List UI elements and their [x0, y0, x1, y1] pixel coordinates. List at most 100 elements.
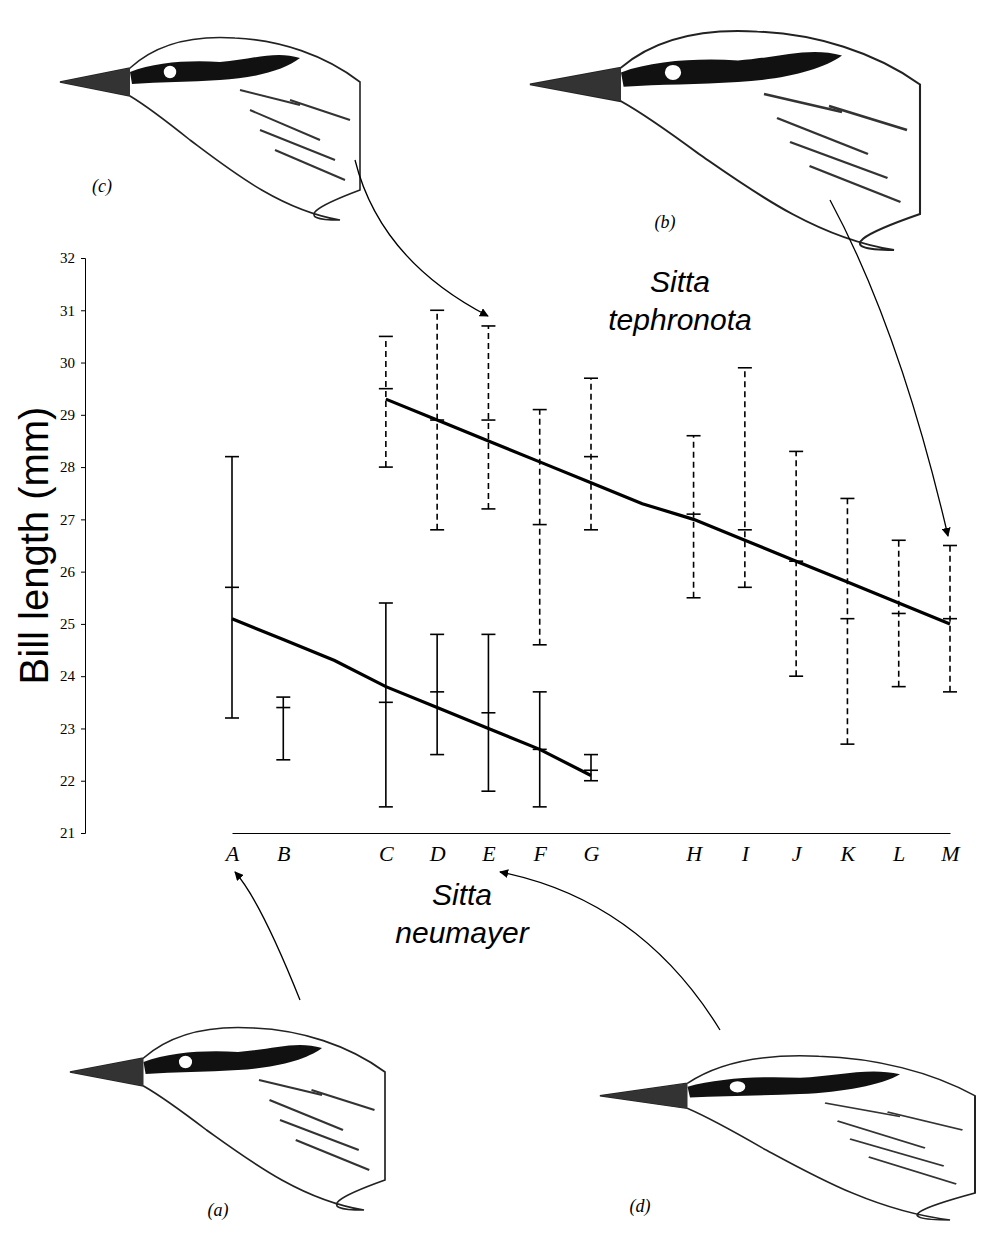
- eye: [664, 64, 682, 81]
- mean-mark: [379, 702, 393, 704]
- y-tick-label: 21: [60, 825, 75, 841]
- y-tick-label: 26: [60, 564, 76, 580]
- y-tick: 22: [60, 773, 85, 789]
- y-tick-mark: [81, 467, 85, 468]
- feather-stroke: [777, 118, 868, 154]
- mean-mark: [738, 529, 752, 531]
- x-tick-label: E: [481, 841, 496, 866]
- y-tick-label: 30: [60, 355, 75, 371]
- mean-mark: [225, 587, 239, 589]
- eye: [178, 1055, 193, 1069]
- range-cap-low: [276, 759, 290, 761]
- series-label-line: Sitta: [650, 265, 710, 298]
- y-tick-mark: [81, 572, 85, 573]
- head-outline: [60, 37, 360, 220]
- range-cap-low: [533, 644, 547, 646]
- beak: [530, 68, 621, 102]
- mean-mark: [584, 456, 598, 458]
- range-line: [795, 451, 797, 676]
- y-tick-label: 31: [60, 303, 75, 319]
- feather-stroke: [296, 1140, 370, 1170]
- y-tick: 21: [60, 825, 85, 841]
- feather-stroke: [312, 1090, 375, 1110]
- x-tick: A: [224, 841, 240, 866]
- eye: [163, 65, 177, 79]
- y-tick-label: 22: [60, 773, 75, 789]
- bird-head-a: [70, 1027, 385, 1210]
- range-line: [590, 378, 592, 530]
- x-tick-label: G: [584, 841, 600, 866]
- x-tick-label: A: [224, 841, 240, 866]
- mean-mark: [481, 712, 495, 714]
- range-cap-high: [533, 409, 547, 411]
- eye-stripe: [621, 52, 842, 87]
- illustration-label: (a): [208, 1200, 229, 1221]
- x-tick-label: K: [840, 841, 857, 866]
- range-cap-low: [584, 780, 598, 782]
- feather-stroke: [290, 100, 350, 120]
- y-tick-mark: [81, 258, 85, 259]
- y-tick: 23: [60, 721, 85, 737]
- y-tick-mark: [81, 310, 85, 311]
- y-tick: 24: [60, 668, 85, 684]
- y-tick-label: 27: [60, 512, 76, 528]
- y-axis: 212223242526272829303132: [60, 250, 86, 841]
- x-tick: J: [792, 841, 803, 866]
- range-cap-low: [687, 597, 701, 599]
- x-tick-label: H: [685, 841, 703, 866]
- series-label: Sittatephronota: [608, 265, 751, 336]
- x-tick-label: M: [940, 841, 961, 866]
- range-cap-low: [584, 529, 598, 531]
- range-cap-low: [943, 691, 957, 693]
- y-axis-title: Bill length (mm): [12, 407, 56, 685]
- range-line: [847, 498, 849, 744]
- range-cap-low: [225, 717, 239, 719]
- x-tick-label: F: [532, 841, 547, 866]
- y-tick-mark: [81, 728, 85, 729]
- range-cap-high: [276, 696, 290, 698]
- x-tick-label: B: [277, 841, 290, 866]
- y-tick-mark: [81, 519, 85, 520]
- x-tick-label: I: [741, 841, 751, 866]
- range-line: [282, 697, 284, 760]
- feather-stroke: [280, 1120, 359, 1150]
- mean-mark: [584, 769, 598, 771]
- mean-mark: [276, 707, 290, 709]
- range-cap-high: [430, 309, 444, 311]
- range-cap-low: [430, 529, 444, 531]
- head-outline: [70, 1027, 385, 1210]
- range-cap-low: [789, 675, 803, 677]
- bird-head-b: [530, 31, 920, 250]
- range-cap-high: [687, 435, 701, 437]
- y-tick-mark: [81, 363, 85, 364]
- x-tick: D: [429, 841, 446, 866]
- feather-stroke: [850, 1139, 944, 1166]
- mean-mark: [533, 524, 547, 526]
- arrow: [830, 200, 948, 536]
- range-cap-low: [379, 466, 393, 468]
- x-axis-line: [233, 833, 951, 834]
- feather-stroke: [838, 1121, 926, 1148]
- x-tick-label: C: [379, 841, 394, 866]
- mean-mark: [379, 388, 393, 390]
- x-tick: H: [685, 841, 703, 866]
- arrow: [500, 872, 720, 1030]
- y-tick-mark: [81, 781, 85, 782]
- feather-stroke: [869, 1157, 957, 1184]
- range-line: [539, 410, 541, 645]
- feather-stroke: [764, 94, 842, 112]
- series-1: [379, 310, 957, 744]
- y-tick: 29: [60, 407, 85, 423]
- feather-stroke: [250, 110, 320, 140]
- range-cap-high: [892, 539, 906, 541]
- range-cap-high: [584, 754, 598, 756]
- mean-mark: [943, 618, 957, 620]
- y-tick: 32: [60, 250, 85, 266]
- head-outline: [600, 1056, 975, 1220]
- range-line: [590, 755, 592, 781]
- y-axis-line: [81, 259, 86, 834]
- range-cap-high: [840, 498, 854, 500]
- range-line: [436, 634, 438, 754]
- y-tick: 31: [60, 303, 85, 319]
- trend-line: [386, 399, 950, 624]
